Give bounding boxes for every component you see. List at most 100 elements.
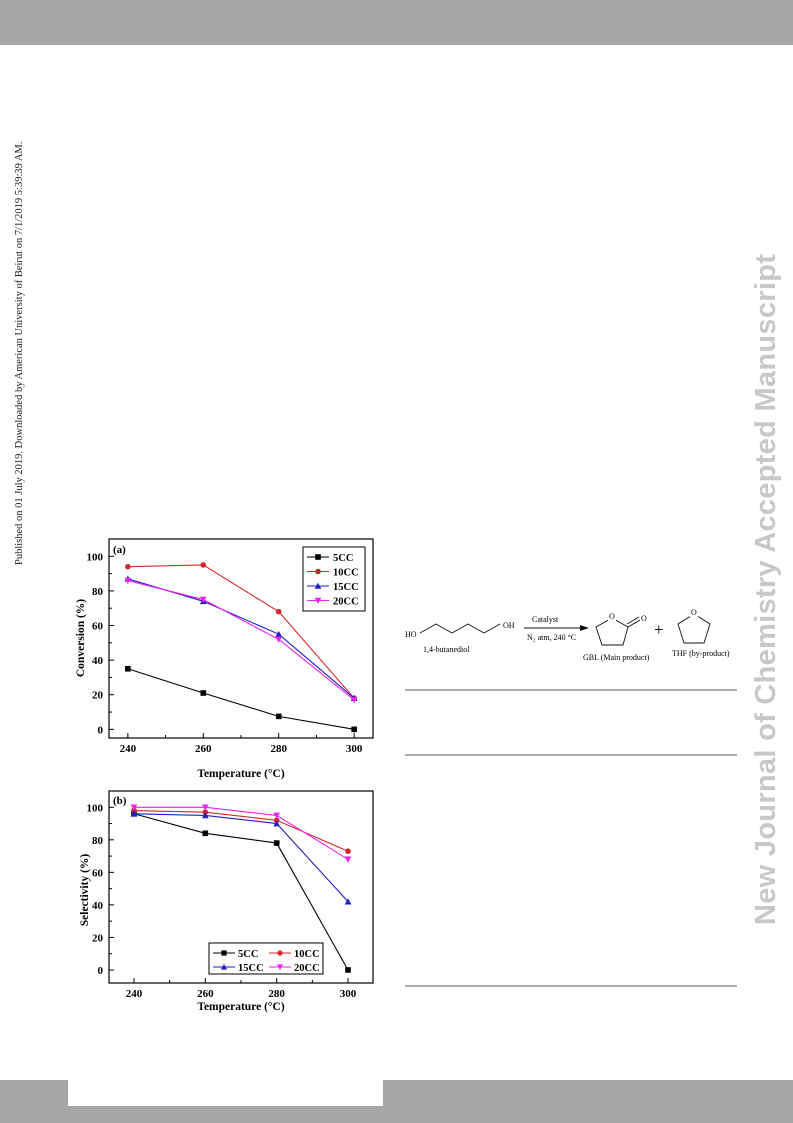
conditions-label: N₂ atm, 240 °C	[527, 633, 576, 642]
legend-label: 10CC	[294, 949, 320, 960]
x-tick-label: 260	[195, 743, 212, 755]
y-tick-label: 60	[92, 621, 104, 633]
gbl-label: GBL (Main product)	[583, 653, 650, 662]
y-tick-label: 0	[98, 724, 104, 736]
series-20CC	[130, 804, 352, 863]
journal-watermark: New Journal of Chemistry Accepted Manusc…	[750, 253, 782, 925]
data-point	[350, 697, 358, 704]
data-point	[275, 636, 283, 643]
y-axis-title: Conversion (%)	[75, 599, 87, 677]
selectivity-chart: (b) 240 260 280 300 0 20 40 60 80 100 5CC 10CC 15CC…	[79, 790, 374, 1013]
x-tick-label: 300	[340, 988, 357, 1000]
legend-marker	[315, 568, 321, 575]
y-tick-label: 80	[92, 835, 104, 847]
series-10CC	[125, 562, 357, 701]
x-tick-label: 240	[126, 988, 143, 1000]
series-line	[133, 806, 349, 860]
data-point	[199, 596, 207, 603]
x-axis-title: Temperature (°C)	[197, 1001, 284, 1013]
y-tick-label: 40	[92, 655, 104, 667]
x-tick-label: 260	[197, 988, 214, 1000]
carbonyl-oxygen-label: O	[641, 614, 647, 623]
data-point	[125, 665, 131, 672]
arrow-head-icon	[580, 625, 589, 631]
y-tick-label: 20	[92, 932, 104, 944]
series-line	[127, 579, 355, 701]
data-point	[273, 820, 281, 827]
data-point	[273, 812, 281, 819]
y-tick-label: 60	[92, 867, 104, 879]
legend-item-15CC: 15CC	[307, 582, 359, 593]
series-line	[133, 809, 349, 852]
thf-oxygen-label: O	[691, 608, 697, 617]
ho-label: HO	[405, 630, 417, 639]
publication-note: Published on 01 July 2019. Downloaded by…	[14, 141, 25, 565]
data-point	[201, 812, 209, 819]
legend-label: 10CC	[333, 568, 359, 579]
data-point	[130, 810, 138, 817]
legend-label: 15CC	[333, 582, 359, 593]
panel-label: (a)	[113, 544, 126, 556]
conversion-chart: (a) 240 260 280 300 0 20 40 60 80 100 5CC 10CC 15CC…	[75, 538, 374, 780]
carbonyl-bond	[627, 619, 641, 628]
reactant-name: 1,4-butanediol	[423, 645, 470, 654]
data-point	[344, 898, 352, 905]
legend-marker	[315, 554, 321, 560]
thf-label: THF (by-product)	[672, 649, 730, 658]
reaction-scheme: HO OH 1,4-butanediol Catalyst N₂ atm, 24…	[405, 608, 737, 756]
table-rule-bottom-wrap	[405, 985, 737, 987]
data-point	[201, 804, 209, 811]
series-line	[133, 813, 349, 971]
legend-item-20CC: 20CC	[307, 597, 359, 608]
legend-item-10CC: 10CC	[269, 949, 320, 960]
legend-label: 15CC	[238, 963, 264, 974]
y-tick-label: 20	[92, 690, 104, 702]
catalyst-label: Catalyst	[532, 615, 559, 624]
legend-item-5CC: 5CC	[307, 553, 353, 564]
panel-label: (b)	[113, 795, 127, 807]
data-point	[200, 690, 207, 696]
x-tick-label: 240	[120, 743, 137, 755]
data-point	[200, 562, 207, 568]
series-line	[127, 564, 355, 699]
data-point	[130, 804, 138, 811]
data-point	[275, 630, 283, 637]
data-point	[273, 840, 280, 846]
x-tick-label: 280	[268, 988, 285, 1000]
data-point	[351, 726, 357, 733]
oh-label: OH	[503, 621, 515, 630]
legend-label: 5CC	[238, 949, 258, 960]
series-5CC	[125, 665, 357, 733]
y-tick-label: 0	[98, 965, 104, 977]
series-line	[133, 813, 349, 903]
legend-marker	[314, 582, 322, 589]
butanediol-chain	[419, 623, 501, 634]
y-tick-label: 40	[92, 900, 104, 912]
legend: 5CC 10CC 15CC 20CC	[302, 546, 366, 612]
legend: 5CC 10CC 15CC 20CC	[208, 942, 324, 975]
legend-item-10CC: 10CC	[307, 568, 359, 579]
x-tick-label: 300	[346, 743, 363, 755]
data-point	[275, 608, 282, 615]
legend-item-5CC: 5CC	[213, 949, 258, 960]
header-bar	[0, 0, 793, 45]
y-axis-title: Selectivity (%)	[79, 854, 91, 927]
y-tick-label: 100	[87, 551, 104, 563]
x-tick-label: 280	[270, 743, 287, 755]
y-tick-label: 80	[92, 586, 104, 598]
legend-label: 20CC	[333, 597, 359, 608]
data-point	[345, 967, 351, 973]
series-line	[127, 668, 355, 730]
plus-sign: +	[654, 620, 664, 639]
gbl-oxygen-label: O	[609, 612, 615, 621]
legend-label: 20CC	[294, 963, 320, 974]
legend-marker	[220, 963, 228, 970]
data-point	[344, 856, 352, 863]
legend-item-15CC: 15CC	[213, 963, 264, 974]
y-tick-label: 100	[87, 802, 104, 814]
legend-marker	[314, 597, 322, 604]
x-axis-title: Temperature (°C)	[197, 768, 284, 780]
legend-marker	[221, 950, 227, 956]
series-15CC	[130, 810, 352, 905]
gbl-ring	[595, 617, 629, 646]
